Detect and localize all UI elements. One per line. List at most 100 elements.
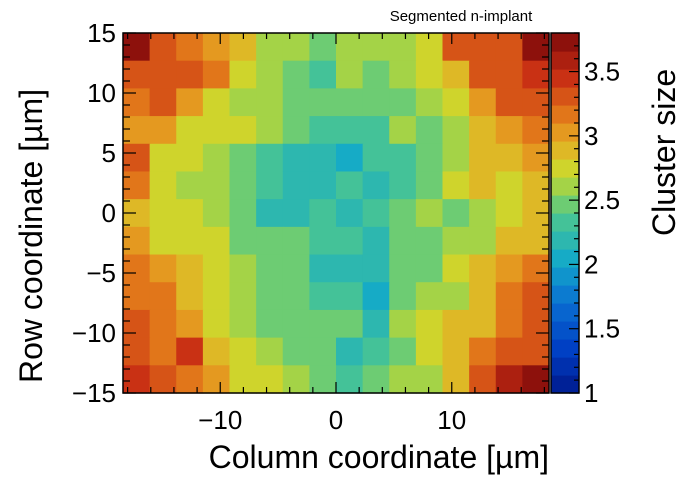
- z-tick-label: 2.5: [584, 185, 620, 215]
- heatmap-cell: [149, 33, 177, 62]
- heatmap-cell: [495, 143, 523, 173]
- heatmap-cell: [176, 143, 204, 173]
- heatmap-cell: [415, 254, 444, 283]
- palette-band: [551, 357, 579, 376]
- heatmap-cell: [256, 116, 284, 145]
- heatmap-cell: [202, 116, 231, 145]
- heatmap-cell: [522, 226, 550, 256]
- z-tick-label: 1: [584, 378, 598, 408]
- heatmap-cell: [202, 337, 231, 366]
- heatmap-cell: [256, 254, 284, 283]
- heatmap-cell: [362, 226, 390, 256]
- z-tick-label: 1.5: [584, 314, 620, 344]
- heatmap-cell: [229, 254, 257, 283]
- heatmap-cell: [336, 143, 364, 173]
- heatmap-cell: [415, 60, 444, 89]
- heatmap-cell: [336, 226, 364, 256]
- heatmap-cell: [495, 282, 523, 311]
- heatmap-cell: [123, 337, 151, 366]
- heatmap-cell: [202, 171, 231, 200]
- heatmap-cell: [149, 116, 177, 145]
- heatmap-cell: [362, 60, 390, 89]
- heatmap-cell: [362, 33, 390, 62]
- heatmap-cell: [256, 171, 284, 200]
- heatmap-cell: [229, 199, 257, 228]
- heatmap-cell: [282, 143, 310, 173]
- heatmap-cell: [229, 226, 257, 256]
- heatmap-cell: [469, 143, 497, 173]
- heatmap-cell: [202, 143, 231, 173]
- heatmap-cell: [442, 254, 470, 283]
- heatmap-cell: [522, 254, 550, 283]
- heatmap-cell: [469, 171, 497, 200]
- heatmap-cell: [202, 282, 231, 311]
- heatmap-cell: [229, 143, 257, 173]
- heatmap-cell: [415, 282, 444, 311]
- heatmap-cell: [256, 33, 284, 62]
- heatmap-cell: [362, 282, 390, 311]
- heatmap-cell: [469, 254, 497, 283]
- heatmap-cell: [176, 33, 204, 62]
- heatmap-cell: [336, 199, 364, 228]
- x-tick-label: 10: [437, 405, 466, 435]
- heatmap-cell: [256, 199, 284, 228]
- heatmap-cell: [415, 88, 444, 117]
- heatmap-cell: [123, 226, 151, 256]
- heatmap-cell: [282, 254, 310, 283]
- heatmap-cell: [389, 309, 417, 339]
- heatmap-cell: [362, 143, 390, 173]
- heatmap-cell: [469, 337, 497, 366]
- heatmap-cell: [282, 116, 310, 145]
- heatmap-cell: [202, 199, 231, 228]
- heatmap-cell: [176, 88, 204, 117]
- palette-band: [551, 51, 579, 70]
- heatmap-cell: [149, 60, 177, 89]
- z-tick-label: 2: [584, 249, 598, 279]
- heatmap-cell: [309, 309, 337, 339]
- heatmap-cell: [469, 60, 497, 89]
- heatmap-cell: [176, 365, 204, 394]
- y-tick-label: −15: [72, 378, 116, 408]
- heatmap-cell: [149, 309, 177, 339]
- heatmap-cell: [309, 254, 337, 283]
- heatmap-cell: [282, 88, 310, 117]
- heatmap-cell: [123, 143, 151, 173]
- heatmap-cell: [282, 365, 310, 394]
- heatmap-cell: [362, 365, 390, 394]
- palette-band: [551, 249, 579, 268]
- heatmap-cell: [469, 309, 497, 339]
- heatmap-cell: [309, 116, 337, 145]
- heatmap-cell: [256, 309, 284, 339]
- heatmap-cell: [336, 337, 364, 366]
- heatmap-cell: [389, 171, 417, 200]
- palette-band: [551, 375, 579, 394]
- heatmap-cell: [495, 60, 523, 89]
- palette-band: [551, 213, 579, 232]
- heatmap-cell: [522, 171, 550, 200]
- heatmap-cell: [442, 171, 470, 200]
- heatmap-cell: [123, 282, 151, 311]
- heatmap-cell: [149, 254, 177, 283]
- heatmap-cell: [123, 254, 151, 283]
- heatmap-cell: [309, 60, 337, 89]
- chart-title: Segmented n-implant: [390, 8, 533, 25]
- heatmap-cell: [495, 365, 523, 394]
- heatmap-cell: [442, 88, 470, 117]
- heatmap-cell: [522, 143, 550, 173]
- y-tick-label: 15: [87, 18, 116, 48]
- palette-band: [551, 87, 579, 106]
- heatmap-cell: [495, 254, 523, 283]
- heatmap-cell: [229, 337, 257, 366]
- z-tick-label: 3.5: [584, 57, 620, 87]
- heatmap-cell: [282, 33, 310, 62]
- heatmap-cell: [202, 33, 231, 62]
- heatmap-cell: [389, 33, 417, 62]
- heatmap-cell: [442, 282, 470, 311]
- heatmap-cell: [149, 226, 177, 256]
- palette-band: [551, 339, 579, 358]
- heatmap-cell: [495, 309, 523, 339]
- heatmap-cell: [256, 226, 284, 256]
- heatmap-cell: [415, 226, 444, 256]
- heatmap-cell: [495, 199, 523, 228]
- heatmap-cell: [415, 33, 444, 62]
